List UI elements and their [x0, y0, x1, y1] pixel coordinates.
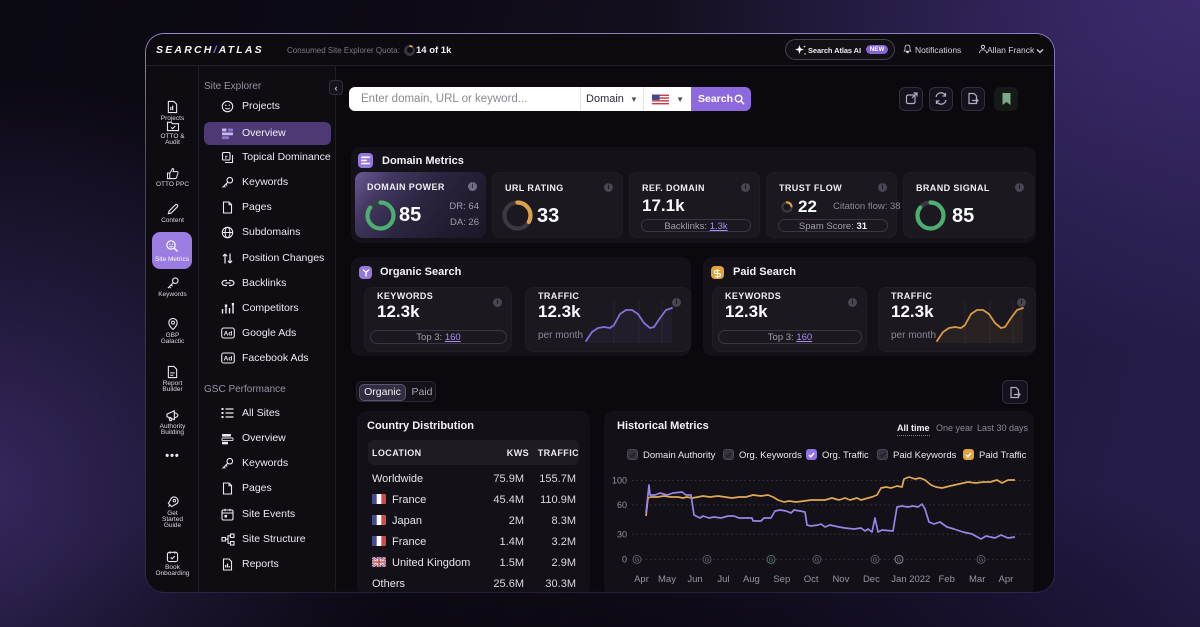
svg-text:60: 60 — [617, 500, 627, 510]
svg-text:Dec: Dec — [863, 574, 880, 585]
svg-text:Feb: Feb — [939, 574, 955, 585]
svg-text:May: May — [658, 574, 676, 585]
svg-text:Apr: Apr — [999, 574, 1014, 585]
svg-text:30: 30 — [617, 529, 627, 539]
svg-text:Mar: Mar — [969, 574, 985, 585]
svg-text:G: G — [635, 557, 639, 563]
svg-text:0: 0 — [622, 554, 627, 564]
svg-text:Jul: Jul — [717, 574, 729, 585]
svg-text:G: G — [815, 557, 819, 563]
svg-text:100: 100 — [612, 476, 627, 486]
svg-text:Aug: Aug — [743, 574, 760, 585]
svg-text:Ad: Ad — [224, 356, 233, 363]
svg-text:Ad: Ad — [224, 331, 233, 338]
svg-text:G: G — [705, 557, 709, 563]
svg-text:Sep: Sep — [773, 574, 790, 585]
svg-text:Apr: Apr — [634, 574, 649, 585]
svg-text:Oct: Oct — [804, 574, 819, 585]
svg-text:Jun: Jun — [687, 574, 702, 585]
svg-text:G: G — [979, 557, 983, 563]
svg-text:Nov: Nov — [832, 574, 849, 585]
svg-text:G: G — [897, 557, 901, 563]
svg-text:G: G — [769, 557, 773, 563]
svg-text:Jan 2022: Jan 2022 — [891, 574, 930, 585]
svg-text:G: G — [873, 557, 877, 563]
